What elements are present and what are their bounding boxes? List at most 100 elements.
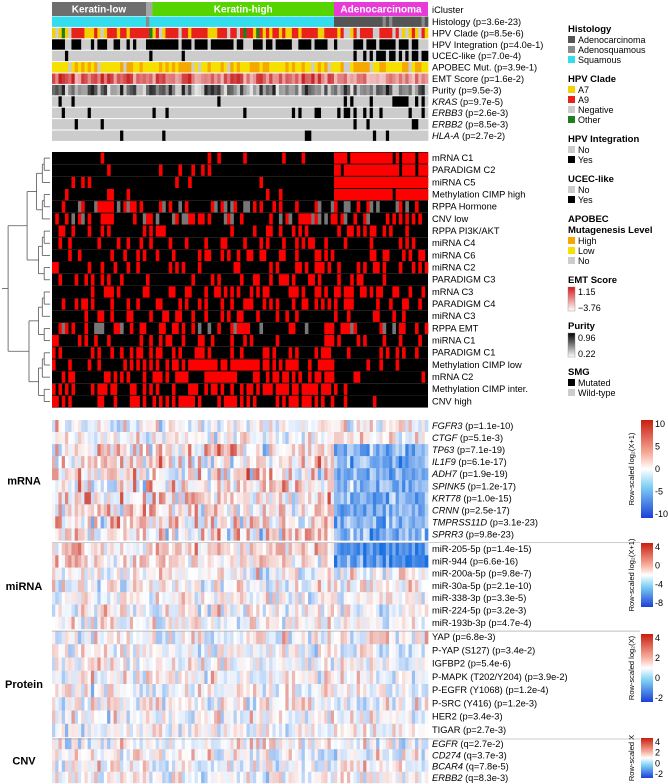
annotation-cell [110, 73, 114, 84]
cluster-cell-member [334, 298, 338, 310]
expression-cell [171, 604, 176, 617]
expression-cell [343, 592, 348, 605]
expression-cell [278, 504, 283, 517]
expression-cell [184, 456, 189, 469]
expression-cell [129, 504, 134, 517]
expression-cell [359, 492, 364, 505]
expression-cell [379, 504, 383, 517]
expression-cell [103, 432, 108, 445]
annotation-cell [298, 27, 302, 39]
annotation-cell [379, 27, 383, 39]
expression-cell [81, 684, 85, 698]
expression-cell [123, 723, 127, 738]
expression-cell [418, 710, 422, 724]
expression-cell [327, 670, 332, 685]
expression-cell [165, 710, 170, 724]
cluster-cell-member [389, 164, 393, 176]
annotation-cell [304, 96, 309, 107]
expression-cell [405, 432, 409, 445]
expression-cell [372, 604, 377, 617]
expression-cell [291, 543, 296, 556]
expression-cell [162, 644, 166, 658]
cluster-cell-member [395, 359, 400, 371]
annotation-cell [272, 84, 277, 96]
expression-cell [110, 480, 114, 493]
cluster-cell-member [77, 335, 82, 347]
expression-cell [191, 657, 195, 671]
expression-cell [288, 657, 293, 671]
annotation-cell [126, 119, 131, 130]
expression-cell [356, 710, 361, 724]
expression-cell [240, 710, 244, 724]
expression-cell [424, 432, 429, 445]
cluster-cell-member [171, 359, 176, 371]
expression-cell [100, 480, 105, 493]
cluster-cell-member [120, 347, 124, 359]
annotation-cell [343, 119, 348, 130]
annotation-cell [415, 39, 419, 50]
annotation-cell [340, 119, 345, 130]
cluster-cell-member [405, 164, 409, 176]
expression-cell [227, 644, 231, 658]
expression-cell [133, 579, 137, 593]
expression-cell [133, 528, 137, 541]
expression-cell [398, 504, 403, 517]
expression-cell [259, 567, 264, 581]
expression-cell [113, 456, 118, 469]
cluster-cell-member [252, 395, 257, 408]
expression-cell [282, 480, 286, 493]
expression-cell [84, 631, 89, 645]
cluster-cell-member [217, 322, 221, 335]
expression-cell [103, 670, 108, 685]
expression-cell [204, 616, 208, 630]
expression-cell [301, 456, 306, 469]
expression-cell [376, 543, 380, 556]
expression-cell [61, 543, 66, 556]
expression-cell [295, 616, 299, 630]
annotation-cell [84, 27, 89, 39]
expression-cell [330, 604, 335, 617]
cluster-cell-member [343, 164, 348, 176]
annotation-cell [217, 130, 221, 141]
annotation-cell [165, 50, 170, 62]
expression-cell [71, 723, 76, 738]
expression-cell [295, 684, 299, 698]
annotation-cell [295, 119, 299, 130]
expression-cell [230, 456, 234, 469]
expression-cell [152, 604, 157, 617]
expression-cell [421, 710, 426, 724]
expression-cell [398, 480, 403, 493]
expression-cell [210, 697, 215, 711]
cluster-cell-member [272, 371, 277, 383]
expression-cell [282, 528, 286, 541]
annotation-cell [74, 73, 79, 84]
expression-cell [379, 420, 383, 433]
expression-cell [100, 723, 105, 738]
expression-cell [317, 604, 322, 617]
expression-cell [230, 543, 234, 556]
cluster-cell-member [97, 347, 101, 359]
expression-cell [165, 543, 170, 556]
expression-cell [214, 657, 218, 671]
expression-cell [385, 604, 390, 617]
expression-cell [223, 555, 228, 568]
annotation-cell [94, 84, 98, 96]
expression-cell [376, 480, 380, 493]
expression-cell [116, 616, 121, 630]
cluster-cell-member [353, 176, 358, 189]
expression-cell [116, 492, 121, 505]
cluster-cell-member [246, 395, 251, 408]
annotation-cell [246, 130, 251, 141]
cluster-cell-member [282, 152, 286, 164]
expression-cell [58, 468, 63, 481]
expression-cell [90, 631, 95, 645]
annotation-cell [363, 107, 367, 119]
cluster-cell-member [298, 225, 302, 237]
expression-cell [194, 616, 199, 630]
cluster-cell-member [269, 213, 273, 225]
expression-cell [278, 657, 283, 671]
annotation-cell [385, 119, 390, 130]
annotation-cell [350, 62, 354, 73]
expression-cell [356, 644, 361, 658]
expression-cell [94, 468, 98, 481]
